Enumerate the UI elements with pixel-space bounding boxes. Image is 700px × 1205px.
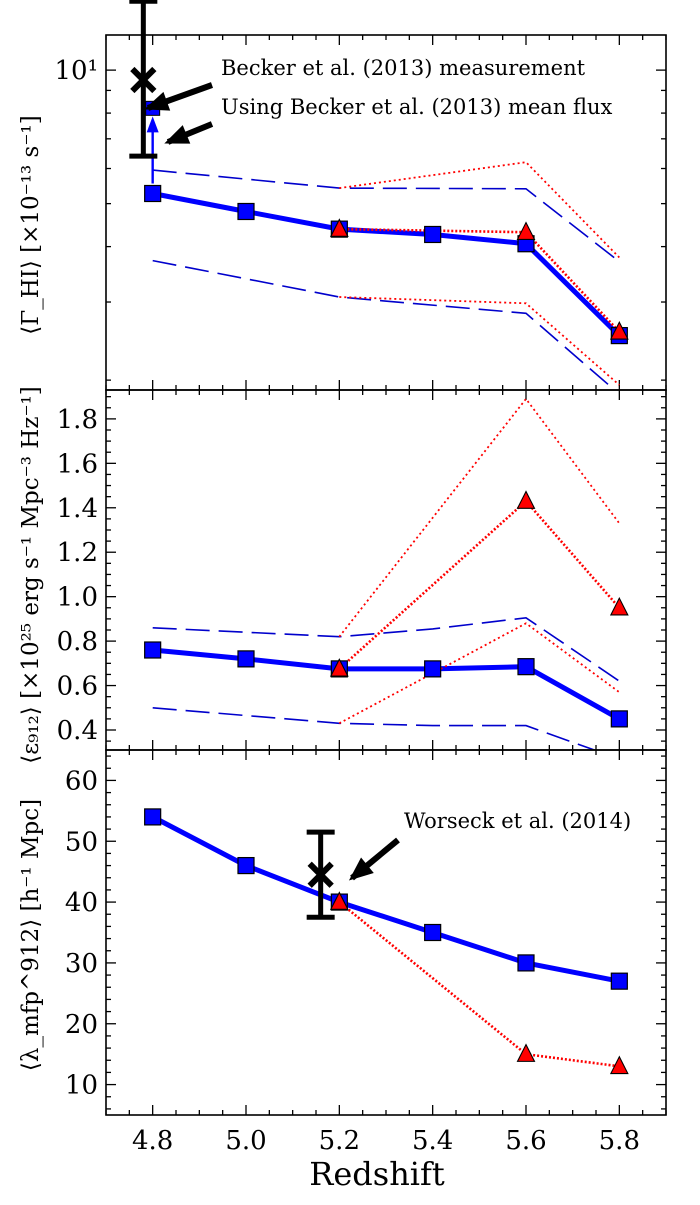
emissivity-point-triangle	[609, 596, 629, 616]
emissivity-point-triangle	[516, 490, 536, 509]
gamma-point-triangle	[516, 221, 536, 240]
emissivity-ytick-label: 1.6	[57, 449, 98, 479]
gamma-series-group	[152, 161, 622, 390]
becker-flux-annotation: Using Becker et al. (2013) mean flux	[221, 95, 613, 119]
emissivity-ytick-label: 1.2	[57, 538, 98, 568]
gamma-line-alternative-upper	[339, 161, 620, 259]
emissivity-point-triangle	[329, 658, 349, 677]
emissivity-ytick-label: 0.8	[57, 627, 98, 657]
gamma-line-alternative-lower	[339, 296, 620, 386]
panel-mfp: 10 20 30 40 50 60	[65, 749, 667, 1116]
emissivity-point-square	[237, 650, 255, 668]
emissivity-point-square	[610, 710, 628, 728]
mfp-point-triangle	[329, 891, 349, 910]
mfp-point-square	[517, 954, 535, 972]
mfp-ytick-label: 40	[65, 888, 98, 918]
becker-flux-arrow-head	[164, 125, 191, 144]
gamma-ylabel: ⟨Γ_HI⟩ [×10⁻¹³ s⁻¹]	[18, 115, 44, 334]
mfp-point-triangle	[609, 1055, 629, 1075]
mfp-ytick-label: 10	[65, 1071, 98, 1101]
becker-measurement-annotation: Becker et al. (2013) measurement	[221, 56, 586, 80]
mfp-point-triangle	[516, 1043, 536, 1062]
emissivity-line-fiducial	[152, 647, 621, 722]
x-tick-label: 5.4	[412, 1126, 453, 1156]
mfp-frame	[105, 749, 667, 1116]
emissivity-point-square	[424, 660, 442, 678]
mfp-point-square	[610, 972, 628, 990]
gamma-point-triangle	[609, 321, 629, 340]
mfp-ylabel: ⟨λ_mfp^912⟩ [h⁻¹ Mpc]	[18, 799, 44, 1071]
mfp-line-fiducial	[151, 814, 620, 984]
gamma-frame	[105, 34, 667, 391]
gamma-point-triangle	[329, 218, 349, 237]
gamma-line-upper-bound	[152, 169, 620, 263]
mfp-point-square	[144, 808, 162, 826]
emissivity-line-alternative	[338, 499, 621, 670]
gamma-line-lower-bound	[152, 259, 616, 390]
emissivity-point-square	[517, 658, 535, 676]
emissivity-point-square	[144, 641, 162, 659]
mfp-ytick-label: 60	[65, 766, 98, 796]
gamma-point-square	[144, 184, 162, 203]
x-tick-label: 5.0	[225, 1126, 266, 1156]
emissivity-ytick-label: 1.4	[57, 494, 98, 524]
mean-flux-arrow-head	[146, 116, 159, 133]
gamma-line-fiducial	[152, 191, 622, 338]
panel-emissivity: 0.4 0.6 0.8 1.0 1.2 1.4 1.6 1.8	[57, 389, 667, 751]
emissivity-line-upper-bound	[152, 616, 620, 682]
mfp-ytick-label: 30	[65, 949, 98, 979]
mfp-point-square	[424, 923, 442, 942]
x-tick-label: 5.8	[599, 1126, 640, 1156]
worseck-annotation: Worseck et al. (2014)	[404, 809, 631, 833]
becker-measurement-arrow-head	[144, 91, 171, 111]
worseck-arrow-head	[348, 857, 374, 881]
emissivity-ylabel: ⟨ε₉₁₂⟩ [×10²⁵ erg s⁻¹ Mpc⁻³ Hz⁻¹]	[18, 386, 44, 764]
mfp-point-square	[237, 856, 255, 875]
emissivity-line-alternative-upper	[338, 397, 621, 638]
panel-gamma: 10¹	[54, 0, 667, 391]
gamma-obs-cross-b	[130, 66, 157, 94]
emissivity-ytick-label: 0.4	[57, 716, 98, 746]
mfp-ytick-label: 20	[65, 1010, 98, 1040]
emissivity-ytick-label: 0.6	[57, 672, 98, 702]
emissivity-series-group	[152, 397, 621, 750]
mfp-series-group	[151, 814, 620, 1068]
x-tick-label: 5.6	[505, 1126, 546, 1156]
emissivity-line-alternative-lower	[338, 622, 620, 725]
emissivity-ytick-label: 1.0	[57, 583, 98, 613]
x-tick-label: 5.2	[319, 1126, 360, 1156]
gamma-point-square	[424, 225, 442, 244]
mfp-ytick-label: 50	[65, 827, 98, 857]
x-tick-label: 4.8	[132, 1126, 173, 1156]
emissivity-line-lower-bound	[152, 707, 597, 750]
mfp-line-alternative	[338, 901, 620, 1068]
x-axis-label: Redshift	[309, 1155, 445, 1193]
mfp-obs-cross-b	[307, 861, 334, 888]
gamma-point-square	[237, 202, 255, 221]
gamma-line-alternative	[339, 227, 621, 333]
emissivity-ytick-label: 1.8	[57, 405, 98, 435]
gamma-ytick-label: 10¹	[54, 56, 98, 86]
